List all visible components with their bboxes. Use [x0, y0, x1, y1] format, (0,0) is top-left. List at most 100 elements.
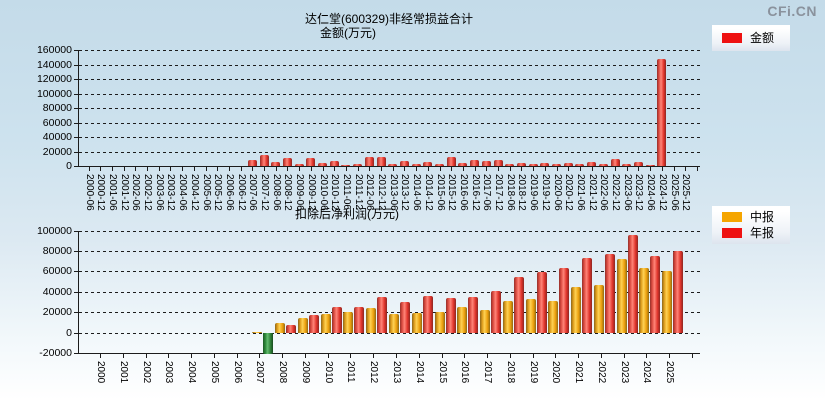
x-tick [615, 167, 616, 171]
x-tick [650, 167, 652, 171]
y-tick [74, 108, 78, 109]
bar [622, 164, 632, 166]
y-tick [74, 292, 78, 293]
x-tick [240, 167, 242, 171]
x-tick [275, 167, 277, 171]
amount-chart-subtitle: 金额(万元) [320, 26, 376, 40]
y-tick [74, 123, 78, 124]
x-axis-label: 2015 [436, 361, 448, 384]
bar [552, 164, 561, 166]
bar [673, 250, 684, 333]
x-tick [193, 167, 195, 171]
y-tick [74, 79, 78, 80]
x-axis-label: 2012 [368, 361, 380, 384]
bar [481, 161, 491, 166]
gridline [79, 251, 700, 252]
bar [493, 159, 503, 166]
x-tick [462, 167, 464, 171]
x-tick [322, 167, 324, 171]
amount-legend: 金额 [712, 25, 790, 51]
bar [604, 253, 615, 333]
bar [657, 59, 667, 166]
bar [468, 296, 479, 333]
bar [263, 332, 274, 354]
gridline [79, 137, 700, 138]
y-tick [74, 312, 78, 313]
bar [271, 162, 281, 166]
x-axis-label: 2016 [459, 361, 471, 384]
x-axis-label: 2014 [413, 361, 425, 384]
x-tick [418, 354, 420, 358]
x-tick [669, 354, 671, 358]
x-tick [310, 167, 312, 171]
amount-chart-title: 达仁堂(600329)非经常损益合计 [304, 12, 474, 26]
y-axis-label: 140000 [36, 59, 72, 71]
x-tick [381, 167, 382, 171]
x-tick [213, 354, 215, 358]
x-axis-label: 2020 [550, 361, 562, 384]
x-axis-label: 2018 [504, 361, 516, 384]
x-tick [100, 167, 102, 171]
x-tick [304, 354, 306, 358]
y-axis-label: 40000 [42, 286, 72, 298]
x-tick [350, 354, 352, 358]
bar [308, 315, 319, 333]
x-tick [427, 167, 429, 171]
x-tick [327, 354, 329, 358]
bar [470, 159, 480, 166]
amount-legend-label: 金额 [750, 31, 775, 45]
annual-legend-label: 年报 [750, 226, 775, 240]
x-tick [521, 167, 523, 171]
bar [320, 314, 331, 333]
x-tick [345, 167, 347, 171]
bar [445, 297, 456, 333]
y-tick [74, 251, 78, 252]
y-axis-label: 80000 [42, 102, 72, 114]
bar [587, 161, 597, 166]
bar [411, 163, 421, 166]
x-tick [396, 354, 397, 358]
x-tick [158, 167, 160, 171]
bar [662, 271, 673, 333]
x-axis-label: 2002 [140, 361, 152, 384]
y-axis-label: 20000 [42, 146, 72, 158]
x-axis-label: 2017 [482, 361, 494, 384]
y-tick [74, 166, 78, 167]
y-axis-label: 60000 [42, 265, 72, 277]
annual-swatch-icon [722, 228, 742, 238]
x-axis-label: 2009 [299, 361, 311, 384]
interim-legend-label: 中报 [750, 210, 775, 224]
x-tick [264, 167, 265, 171]
x-axis-label: 2019 [527, 361, 539, 384]
x-axis-label: 2001 [117, 361, 129, 384]
y-axis-label: 100000 [36, 225, 72, 237]
y-axis-label: 80000 [42, 245, 72, 257]
y-tick [74, 50, 78, 51]
x-tick [259, 354, 261, 358]
bar [399, 160, 409, 166]
bar [458, 163, 468, 166]
x-tick [357, 167, 359, 171]
x-axis-label: 2024 [641, 361, 653, 384]
gridline [79, 231, 700, 232]
y-axis-line [78, 50, 79, 167]
bar [294, 163, 304, 166]
net-profit-legend: 中报 年报 [712, 206, 790, 244]
x-tick [646, 354, 648, 358]
bar [639, 267, 650, 333]
cfi-watermark: CFi.CN [767, 3, 817, 19]
x-tick [123, 167, 125, 171]
x-axis-label: 2013 [391, 361, 402, 384]
x-tick [623, 354, 625, 358]
gridline [79, 94, 700, 95]
x-axis-label: 2022 [595, 361, 607, 384]
bar [423, 162, 433, 166]
y-tick [74, 231, 78, 232]
x-tick [147, 167, 148, 171]
y-axis-line [78, 230, 79, 354]
x-tick [373, 354, 375, 358]
bar [366, 308, 377, 333]
x-axis-label: 2023 [618, 361, 630, 384]
x-tick [334, 167, 336, 171]
bar [411, 313, 422, 333]
